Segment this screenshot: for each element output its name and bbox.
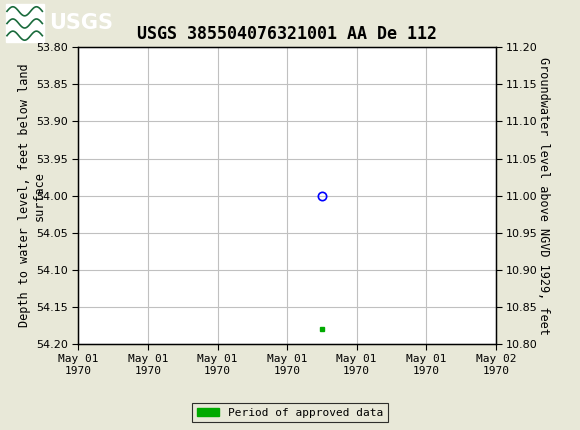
Bar	[6, 3, 44, 42]
Y-axis label: Depth to water level, feet below land
surface: Depth to water level, feet below land su…	[18, 64, 46, 328]
Legend: Period of approved data: Period of approved data	[193, 403, 387, 422]
Y-axis label: Groundwater level above NGVD 1929, feet: Groundwater level above NGVD 1929, feet	[537, 57, 550, 335]
Title: USGS 385504076321001 AA De 112: USGS 385504076321001 AA De 112	[137, 25, 437, 43]
Text: USGS: USGS	[49, 12, 113, 33]
